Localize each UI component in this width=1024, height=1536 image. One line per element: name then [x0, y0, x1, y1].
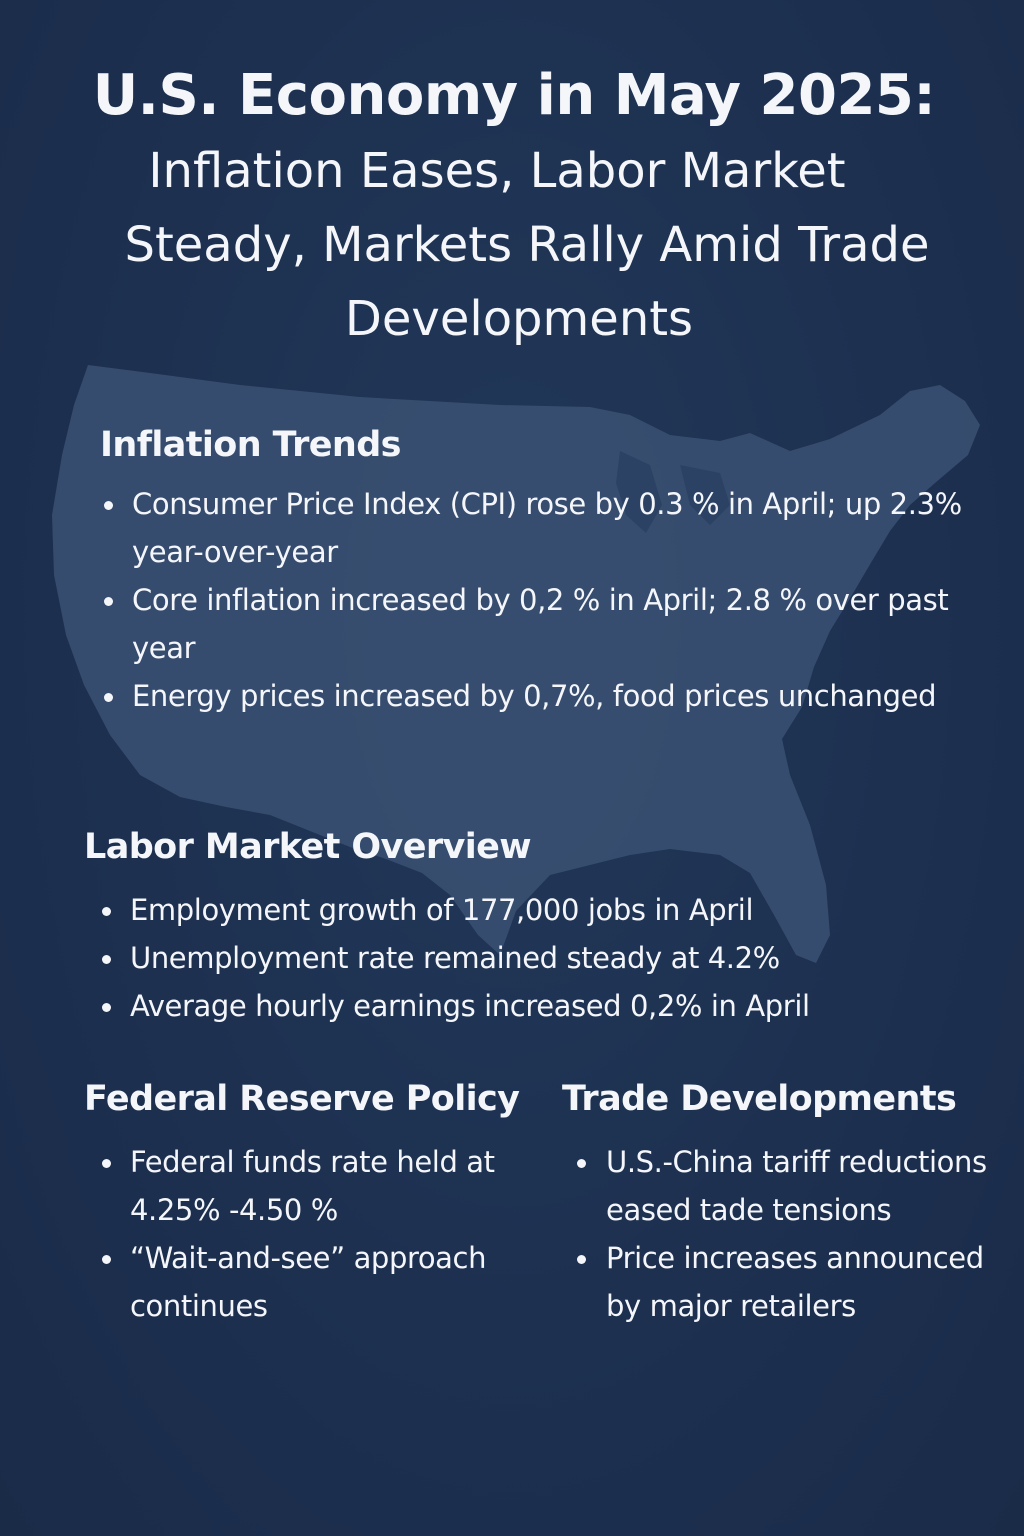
- list-item: U.S.-China tariff reductions eased tade …: [562, 1138, 1002, 1234]
- list-item: Employment growth of 177,000 jobs in Apr…: [84, 886, 964, 934]
- list-item: “Wait-and-see” approach continues: [84, 1234, 544, 1330]
- inflation-trends-section: Inflation Trends Consumer Price Index (C…: [84, 422, 964, 720]
- bullet-list: Federal funds rate held at 4.25% -4.50 %…: [84, 1138, 544, 1330]
- list-item: Energy prices increased by 0,7%, food pr…: [86, 672, 964, 720]
- page-title: U.S. Economy in May 2025:: [92, 63, 936, 128]
- section-heading: Labor Market Overview: [84, 827, 532, 867]
- page-subtitle-line-3: Developments: [344, 291, 694, 347]
- federal-reserve-section: Federal Reserve Policy Federal funds rat…: [84, 1076, 544, 1330]
- list-item: Core inflation increased by 0,2 % in Apr…: [86, 576, 964, 672]
- list-item: Consumer Price Index (CPI) rose by 0.3 %…: [86, 480, 964, 576]
- section-heading: Trade Developments: [562, 1079, 957, 1119]
- section-heading: Inflation Trends: [100, 425, 401, 465]
- list-item: Price increases announced by major retai…: [562, 1234, 1002, 1330]
- page-subtitle-line-1: Inflation Eases, Labor Market: [148, 143, 846, 199]
- trade-developments-section: Trade Developments U.S.-China tariff red…: [562, 1076, 1002, 1330]
- bullet-list: Consumer Price Index (CPI) rose by 0.3 %…: [86, 480, 964, 720]
- labor-market-section: Labor Market Overview Employment growth …: [84, 824, 964, 1030]
- bullet-list: U.S.-China tariff reductions eased tade …: [562, 1138, 1002, 1330]
- united-states-map-icon: [52, 365, 980, 963]
- bullet-list: Employment growth of 177,000 jobs in Apr…: [84, 886, 964, 1030]
- list-item: Average hourly earnings increased 0,2% i…: [84, 982, 964, 1030]
- section-heading: Federal Reserve Policy: [84, 1079, 520, 1119]
- page-subtitle-line-2: Steady, Markets Rally Amid Trade: [124, 217, 930, 273]
- list-item: Unemployment rate remained steady at 4.2…: [84, 934, 964, 982]
- title-block: U.S. Economy in May 2025: Inflation Ease…: [0, 58, 1024, 356]
- list-item: Federal funds rate held at 4.25% -4.50 %: [84, 1138, 544, 1234]
